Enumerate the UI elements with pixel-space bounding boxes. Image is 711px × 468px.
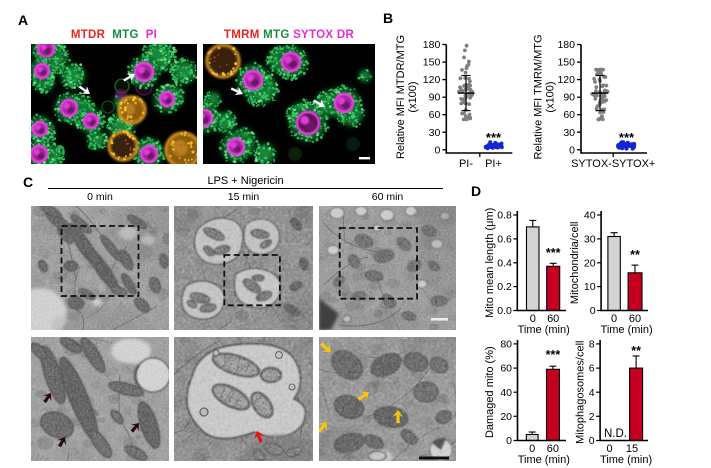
svg-text:Time (min): Time (min) (518, 324, 570, 336)
svg-text:0.2: 0.2 (497, 281, 512, 293)
svg-text:30: 30 (429, 127, 441, 139)
svg-text:80: 80 (500, 339, 512, 351)
svg-text:Damaged mito (%): Damaged mito (%) (484, 346, 496, 438)
svg-text:N.D.: N.D. (604, 428, 627, 440)
svg-text:60: 60 (629, 313, 641, 325)
svg-text:4: 4 (589, 387, 595, 399)
svg-text:30: 30 (584, 234, 596, 246)
svg-text:***: *** (486, 130, 502, 145)
svg-text:Mitochondria/cell: Mitochondria/cell (569, 222, 581, 305)
svg-text:0: 0 (569, 144, 575, 156)
svg-text:30: 30 (563, 127, 575, 139)
svg-text:0.0: 0.0 (497, 305, 512, 317)
svg-text:**: ** (631, 344, 641, 358)
svg-text:SYTOX-SYTOX+: SYTOX-SYTOX+ (571, 158, 655, 170)
svg-text:0: 0 (611, 313, 617, 325)
svg-text:Time (min): Time (min) (601, 324, 653, 336)
svg-text:10: 10 (584, 281, 596, 293)
svg-text:PI-: PI- (459, 158, 473, 170)
svg-text:0.4: 0.4 (497, 257, 512, 269)
svg-text:40: 40 (584, 210, 596, 222)
svg-text:0: 0 (529, 443, 535, 455)
svg-text:**: ** (630, 248, 640, 262)
svg-text:***: *** (546, 348, 561, 362)
svg-text:0: 0 (590, 305, 596, 317)
svg-text:120: 120 (423, 74, 441, 86)
svg-text:180: 180 (557, 39, 575, 51)
svg-text:0.6: 0.6 (497, 234, 512, 246)
svg-text:2: 2 (589, 411, 595, 423)
svg-text:20: 20 (500, 411, 512, 423)
svg-text:0.8: 0.8 (497, 210, 512, 222)
svg-text:***: *** (546, 246, 561, 260)
svg-text:8: 8 (589, 339, 595, 351)
svg-text:6: 6 (589, 363, 595, 375)
svg-text:90: 90 (429, 92, 441, 104)
svg-text:PI+: PI+ (485, 158, 502, 170)
svg-text:20: 20 (584, 257, 596, 269)
svg-text:0: 0 (530, 313, 536, 325)
svg-text:Mitophagosomes/cell: Mitophagosomes/cell (575, 341, 587, 444)
svg-text:180: 180 (423, 39, 441, 51)
svg-text:0: 0 (434, 144, 440, 156)
svg-text:(x100): (x100) (545, 81, 557, 112)
svg-text:150: 150 (557, 57, 575, 69)
svg-text:0: 0 (606, 443, 612, 455)
svg-text:120: 120 (557, 74, 575, 86)
svg-text:60: 60 (500, 363, 512, 375)
svg-text:Mito mean length (μm): Mito mean length (μm) (484, 208, 496, 318)
svg-text:Relative MFI TMRM/MTG: Relative MFI TMRM/MTG (533, 34, 545, 159)
svg-text:60: 60 (429, 109, 441, 121)
svg-text:60: 60 (547, 313, 559, 325)
svg-text:60: 60 (547, 443, 559, 455)
svg-text:15: 15 (626, 443, 638, 455)
svg-text:Time (min): Time (min) (600, 454, 652, 466)
svg-text:Relative MFI MTDR/MTG: Relative MFI MTDR/MTG (395, 35, 407, 159)
svg-text:90: 90 (563, 92, 575, 104)
svg-text:***: *** (619, 130, 635, 145)
svg-text:Time (min): Time (min) (518, 454, 570, 466)
svg-text:60: 60 (563, 109, 575, 121)
svg-text:0: 0 (589, 435, 595, 447)
svg-text:0: 0 (506, 435, 512, 447)
svg-text:150: 150 (423, 57, 441, 69)
svg-text:40: 40 (500, 387, 512, 399)
svg-text:(x100): (x100) (407, 81, 419, 112)
